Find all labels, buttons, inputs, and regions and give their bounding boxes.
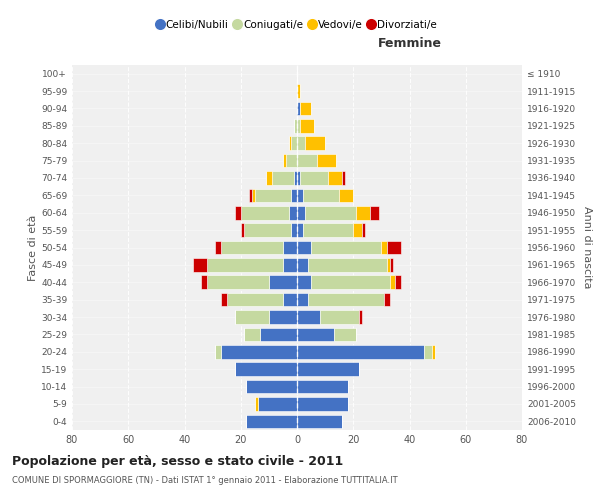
Bar (300, 102, 311, 115)
Bar (297, 102, 300, 115)
Bar (297, 171, 300, 185)
Bar (328, 171, 342, 185)
Bar (297, 119, 300, 132)
Bar (305, 136, 325, 150)
Bar (221, 345, 297, 358)
Text: Popolazione per età, sesso e stato civile - 2011: Popolazione per età, sesso e stato civil… (12, 455, 343, 468)
Bar (289, 206, 297, 220)
Bar (257, 397, 297, 410)
Bar (297, 206, 305, 220)
Bar (255, 397, 257, 410)
Bar (202, 276, 207, 289)
Bar (382, 240, 387, 254)
Bar (221, 240, 283, 254)
Bar (362, 224, 365, 237)
Bar (294, 171, 297, 185)
Bar (297, 310, 320, 324)
Bar (292, 224, 297, 237)
Bar (235, 362, 297, 376)
Bar (260, 328, 297, 341)
Bar (356, 206, 370, 220)
Bar (249, 188, 252, 202)
Text: COMUNE DI SPORMAGGIORE (TN) - Dati ISTAT 1° gennaio 2011 - Elaborazione TUTTITAL: COMUNE DI SPORMAGGIORE (TN) - Dati ISTAT… (12, 476, 398, 485)
Bar (311, 240, 382, 254)
Y-axis label: Fasce di età: Fasce di età (28, 214, 38, 280)
Bar (244, 224, 292, 237)
Bar (283, 258, 297, 272)
Bar (384, 293, 390, 306)
Bar (390, 276, 395, 289)
Bar (302, 224, 353, 237)
Bar (297, 380, 347, 394)
Bar (227, 293, 283, 306)
Bar (297, 84, 300, 98)
Bar (317, 154, 337, 168)
Bar (342, 171, 345, 185)
Bar (283, 240, 297, 254)
Bar (286, 154, 297, 168)
Bar (297, 240, 311, 254)
Bar (302, 188, 339, 202)
Bar (221, 293, 227, 306)
Bar (424, 345, 432, 358)
Bar (297, 293, 308, 306)
Bar (235, 206, 241, 220)
Bar (193, 258, 207, 272)
Bar (395, 276, 401, 289)
Bar (283, 293, 297, 306)
Bar (334, 328, 356, 341)
Bar (353, 224, 362, 237)
Bar (305, 206, 356, 220)
Bar (207, 276, 269, 289)
Bar (244, 328, 260, 341)
Bar (241, 224, 244, 237)
Bar (283, 154, 286, 168)
Bar (297, 397, 347, 410)
Bar (387, 258, 390, 272)
Bar (297, 362, 359, 376)
Bar (311, 276, 390, 289)
Bar (292, 188, 297, 202)
Bar (297, 414, 342, 428)
Bar (269, 310, 297, 324)
Bar (320, 310, 359, 324)
Bar (215, 240, 221, 254)
Bar (207, 258, 283, 272)
Bar (269, 276, 297, 289)
Y-axis label: Anni di nascita: Anni di nascita (581, 206, 592, 289)
Bar (297, 224, 302, 237)
Text: Femmine: Femmine (377, 38, 442, 51)
Bar (297, 136, 305, 150)
Bar (297, 154, 317, 168)
Bar (241, 206, 289, 220)
Bar (294, 119, 297, 132)
Bar (300, 171, 328, 185)
Bar (266, 171, 272, 185)
Bar (300, 119, 314, 132)
Bar (387, 240, 401, 254)
Bar (297, 188, 302, 202)
Bar (292, 136, 297, 150)
Bar (339, 188, 353, 202)
Bar (432, 345, 435, 358)
Bar (308, 293, 384, 306)
Bar (370, 206, 379, 220)
Bar (297, 258, 308, 272)
Legend: Celibi/Nubili, Coniugati/e, Vedovi/e, Divorziati/e: Celibi/Nubili, Coniugati/e, Vedovi/e, Di… (153, 16, 441, 34)
Bar (289, 136, 292, 150)
Bar (255, 188, 292, 202)
Bar (308, 258, 387, 272)
Bar (247, 380, 297, 394)
Bar (297, 345, 424, 358)
Bar (247, 414, 297, 428)
Bar (297, 328, 334, 341)
Bar (297, 276, 311, 289)
Bar (215, 345, 221, 358)
Bar (390, 258, 392, 272)
Bar (235, 310, 269, 324)
Bar (252, 188, 255, 202)
Bar (272, 171, 294, 185)
Bar (359, 310, 362, 324)
